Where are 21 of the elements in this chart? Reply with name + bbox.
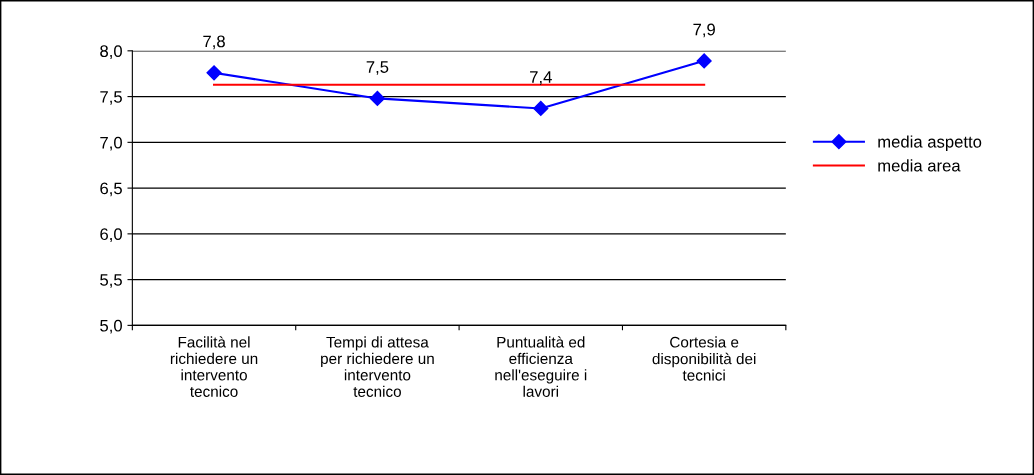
data-label: 7,4 [530, 71, 552, 85]
y-tick-label: 7,0 [100, 136, 122, 151]
point [533, 100, 549, 117]
y-tick-label: 8,0 [100, 45, 122, 59]
point [696, 53, 712, 69]
y-tick-label: 6,5 [100, 182, 122, 197]
data-label: 7,9 [693, 23, 715, 38]
data-label: 7,5 [366, 61, 389, 75]
x-tick-label: Facilità nel richiedere un intervento tecnico [170, 336, 258, 397]
x-tick-label: Tempi di attesa per richiedere un intervento tecnico [321, 336, 434, 397]
legend-label: media aspetto [878, 135, 982, 151]
x-tick-label: Puntualità ed efficienza nell'eseguire i lavori [495, 336, 587, 397]
x-tick-label: Cortesia e disponibilità dei tecnici [652, 336, 756, 381]
y-tick-label: 7,5 [100, 91, 122, 105]
point [206, 65, 222, 81]
y-tick-label: 5,5 [100, 274, 122, 288]
data-label: 7,8 [203, 35, 225, 50]
y-tick-label: 6,0 [100, 228, 122, 243]
point [369, 90, 385, 106]
legend-label: media area [878, 159, 961, 172]
y-tick-label: 5,0 [100, 319, 122, 334]
